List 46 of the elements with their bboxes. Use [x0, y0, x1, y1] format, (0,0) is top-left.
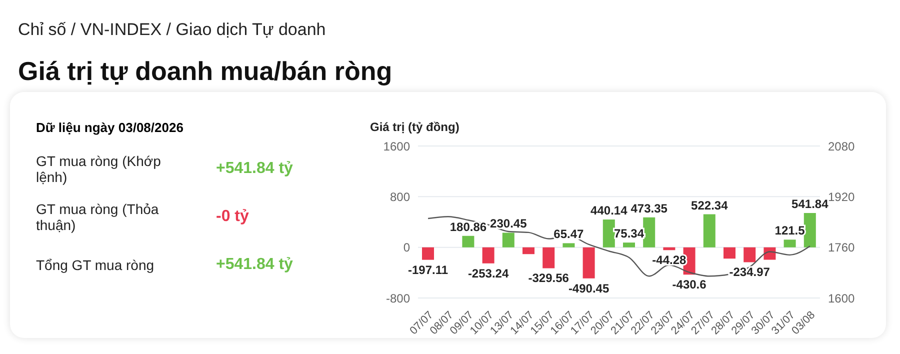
bar [784, 240, 796, 248]
bar [422, 247, 434, 260]
category-label: Tổng GT mua ròng [36, 257, 156, 273]
bar [623, 242, 635, 248]
y-tick-label: -800 [386, 291, 410, 306]
data-label: 473.35 [630, 201, 668, 216]
data-label: 230.45 [490, 216, 528, 231]
bar [522, 247, 534, 254]
text: -0 tỷ [216, 208, 249, 225]
bar [562, 243, 575, 248]
y2-tick-label: 2080 [828, 139, 856, 154]
bar [643, 217, 656, 248]
text: +541.84 tỷ [216, 256, 293, 273]
y-tick-label: 800 [390, 190, 410, 204]
bar [462, 236, 474, 248]
data-label: 541.84 [792, 197, 829, 212]
bar [602, 219, 615, 248]
bar [542, 247, 555, 268]
bar [582, 247, 595, 278]
category-label: GT mua ròng (Khớp lệnh) [36, 153, 162, 185]
data-label: 440.14 [590, 203, 628, 218]
data-label: -197.11 [408, 262, 448, 277]
data-label: -430.6 [672, 278, 707, 292]
bar [724, 247, 736, 259]
data-label: -253.24 [468, 266, 509, 280]
text: Giá trị tự doanh mua/bán ròng [18, 56, 392, 87]
text: +541.84 tỷ [216, 160, 293, 177]
data-label: -329.56 [528, 271, 570, 286]
bar [744, 247, 756, 262]
y-tick-label: 0 [403, 240, 410, 255]
data-label: -234.97 [729, 265, 770, 280]
bar [804, 213, 816, 248]
bar [482, 247, 494, 264]
category-label: GT mua ròng (Thỏa thuận) [36, 201, 160, 233]
data-label: -490.45 [568, 281, 610, 296]
text: Chỉ số / VN-INDEX / Giao dịch Tự doanh [18, 20, 326, 39]
bar [703, 214, 716, 248]
y2-tick-label: 1600 [828, 291, 856, 306]
data-label: 180.86 [450, 220, 487, 234]
y2-tick-label: 1760 [828, 240, 856, 255]
y-axis-title: Giá trị (tỷ đồng) [370, 120, 460, 134]
bar [502, 232, 514, 248]
y2-tick-label: 1920 [828, 190, 856, 204]
y-tick-label: 1600 [383, 139, 410, 154]
text: Dữ liệu ngày 03/08/2026 [36, 120, 184, 135]
data-label: 522.34 [691, 198, 728, 212]
